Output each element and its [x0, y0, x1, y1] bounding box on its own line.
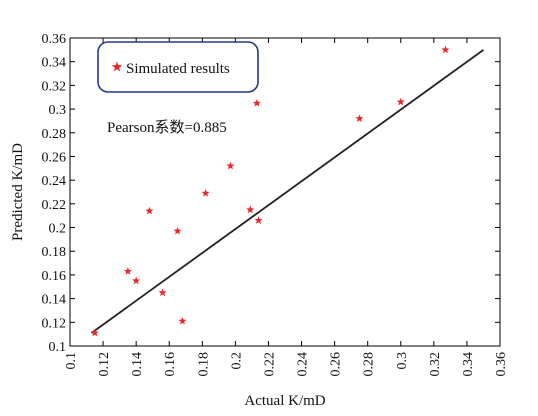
y-tick-label: 0.12	[42, 316, 67, 331]
data-point-star	[441, 45, 450, 54]
data-point-star	[132, 276, 141, 285]
y-axis-title: Predicted K/mD	[10, 143, 26, 241]
data-point-star	[226, 161, 235, 170]
y-tick-label: 0.32	[42, 79, 67, 94]
y-tick-label: 0.1	[49, 340, 67, 355]
y-tick-label: 0.3	[49, 103, 67, 118]
y-axis-ticks: 0.1 0.12 0.14 0.16 0.18 0.2 0.22 0.24 0.26 0.28 0.…	[42, 32, 500, 355]
data-points	[90, 45, 450, 337]
legend-label: Simulated results	[126, 61, 230, 77]
data-point-star	[173, 226, 182, 235]
x-axis-title: Actual K/mD	[244, 393, 325, 409]
fit-line-group	[90, 49, 484, 334]
y-tick-label: 0.22	[42, 198, 67, 213]
x-tick-label: 0.34	[461, 352, 476, 377]
x-tick-label: 0.32	[428, 352, 443, 377]
x-tick-label: 0.3	[395, 352, 410, 370]
y-tick-label: 0.34	[42, 56, 67, 71]
data-point-star	[178, 316, 187, 325]
x-tick-label: 0.16	[163, 352, 178, 377]
data-point-star	[158, 288, 167, 297]
data-point-star	[252, 98, 261, 107]
x-tick-label: 0.26	[329, 352, 344, 377]
x-tick-label: 0.12	[97, 352, 112, 377]
y-tick-label: 0.2	[49, 222, 67, 237]
data-point-star	[396, 97, 405, 106]
data-point-star	[123, 267, 132, 275]
x-tick-label: 0.1	[64, 352, 79, 370]
legend-box	[97, 41, 259, 93]
data-point-star	[355, 114, 364, 122]
x-tick-label: 0.24	[296, 352, 311, 377]
x-tick-label: 0.18	[196, 352, 211, 377]
legend-star-shape	[111, 61, 123, 72]
x-tick-label: 0.22	[262, 352, 277, 377]
x-tick-label: 0.2	[229, 352, 244, 370]
legend: Simulated results	[97, 41, 259, 93]
y-tick-label: 0.26	[42, 150, 67, 165]
data-point-star	[90, 328, 99, 337]
data-point-star	[254, 216, 263, 224]
y-tick-label: 0.36	[42, 32, 67, 47]
x-axis-ticks: 0.1 0.12 0.14 0.16 0.18 0.2 0.22 0.24 0.26 0.28 0.…	[64, 38, 509, 377]
y-tick-label: 0.28	[42, 127, 67, 142]
y-tick-label: 0.14	[42, 293, 67, 308]
pearson-annotation: Pearson系数=0.885	[107, 119, 227, 136]
plot-frame	[69, 37, 501, 347]
legend-star-icon	[111, 61, 123, 72]
data-point-star	[145, 206, 154, 215]
x-tick-label: 0.14	[130, 352, 145, 377]
x-tick-label: 0.28	[362, 352, 377, 377]
y-tick-label: 0.16	[42, 269, 67, 284]
x-tick-label: 0.36	[494, 352, 509, 377]
data-point-star	[246, 205, 255, 214]
y-tick-label: 0.18	[42, 245, 67, 260]
fit-line	[90, 49, 484, 334]
y-tick-label: 0.24	[42, 174, 67, 189]
data-point-star	[201, 188, 210, 197]
